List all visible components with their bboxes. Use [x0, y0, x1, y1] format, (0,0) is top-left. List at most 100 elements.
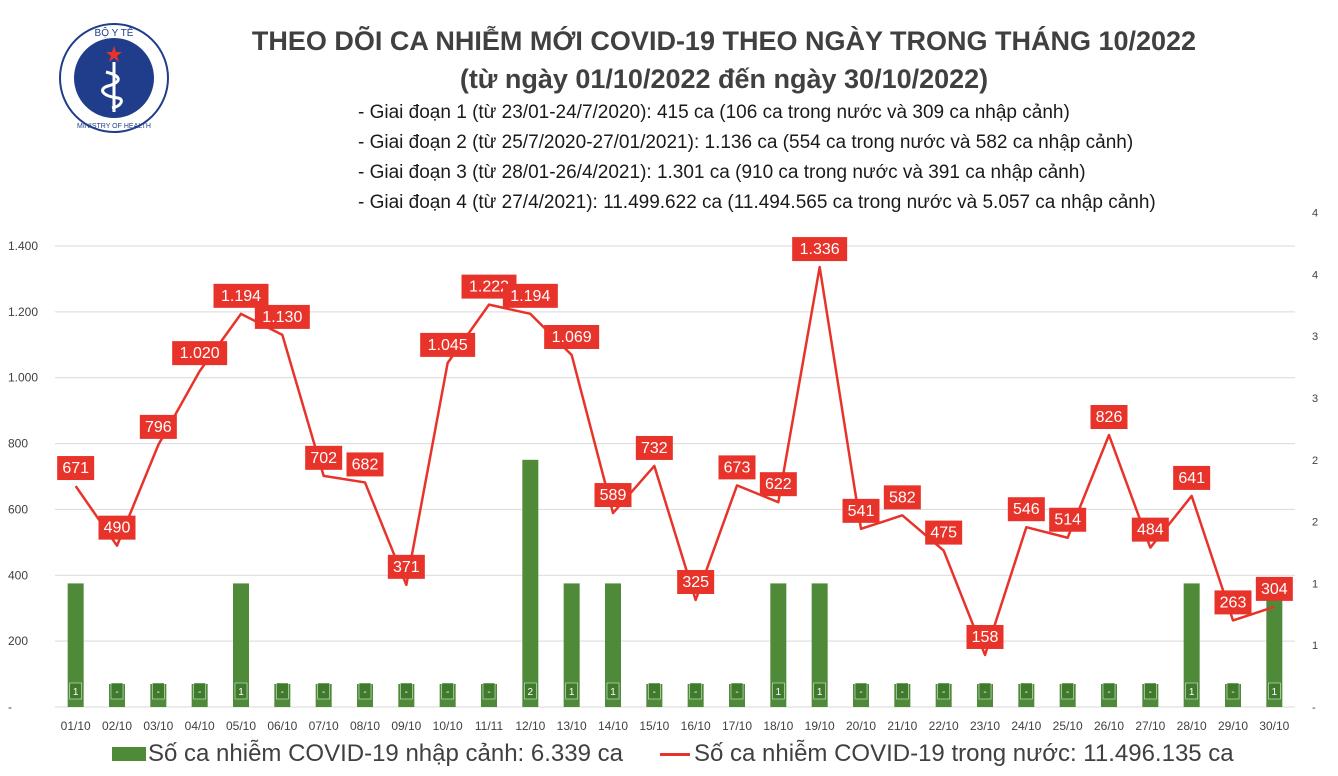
bar: [1266, 583, 1283, 707]
legend: Số ca nhiễm COVID-19 nhập cảnh: 6.339 ca…: [0, 740, 1338, 774]
right-axis-tick-label: 1: [1312, 640, 1318, 652]
bar-data-label: 1: [610, 687, 616, 698]
bar-data-label: -: [735, 687, 738, 698]
bar-data-label: -: [901, 687, 904, 698]
legend-line-swatch: [660, 752, 690, 756]
stage-1: - Giai đoạn 1 (từ 23/01-24/7/2020): 415 …: [358, 102, 1070, 123]
x-axis-tick-label: 01/10: [61, 719, 91, 733]
line-data-label: 371: [393, 559, 420, 576]
bar-data-label-bg: [978, 682, 992, 700]
bar-data-label: 2: [528, 687, 534, 698]
line-data-label: 641: [1178, 470, 1205, 487]
chart-title: THEO DÕI CA NHIỄM MỚI COVID-19 THEO NGÀY…: [251, 26, 1197, 56]
right-axis-tick-label: 2: [1312, 455, 1318, 467]
line-data-label-bg: [1090, 405, 1128, 430]
line-data-label: 622: [765, 476, 792, 493]
bar-data-label: -: [281, 687, 284, 698]
x-axis-tick-label: 26/10: [1094, 719, 1124, 733]
legend-item-bar: Số ca nhiễm COVID-19 nhập cảnh: 6.339 ca: [112, 740, 623, 768]
bar-data-label: -: [115, 687, 118, 698]
bar-data-label-bg: [937, 682, 950, 700]
bar-data-label: -: [1107, 687, 1110, 698]
x-axis-tick-label: 13/10: [557, 719, 587, 733]
line-data-label-bg: [1173, 465, 1211, 490]
bar-data-label: -: [1149, 687, 1152, 698]
bar-data-label: -: [1025, 687, 1028, 698]
line-data-label-bg: [502, 283, 558, 308]
line-data-label: 158: [972, 629, 999, 646]
bar-data-label: 1: [1189, 687, 1195, 698]
bar-data-label: -: [1231, 687, 1234, 698]
line-data-label-bg: [305, 445, 343, 470]
x-axis-tick-label: 19/10: [805, 719, 835, 733]
line-data-label-bg: [1049, 507, 1087, 532]
bar-data-label-bg: [1144, 682, 1157, 700]
bar: [233, 583, 249, 707]
line-data-label-bg: [544, 324, 600, 349]
chart-subtitle: (từ ngày 01/10/2022 đến ngày 30/10/2022): [459, 64, 989, 94]
bar-data-label-bg: [606, 682, 620, 700]
legend-item-line: Số ca nhiễm COVID-19 trong nước: 11.496.…: [660, 740, 1234, 768]
line-data-label: 1.045: [428, 337, 468, 354]
line-data-label: 732: [641, 440, 668, 457]
right-axis-tick-label: 3: [1312, 393, 1318, 405]
bar: [770, 583, 787, 707]
legend-bar-label: Số ca nhiễm COVID-19 nhập cảnh: 6.339 ca: [148, 740, 623, 767]
line-data-label-bg: [718, 455, 756, 480]
line-data-label-bg: [635, 435, 673, 460]
stage-4: - Giai đoạn 4 (từ 27/4/2021): 11.499.622…: [358, 192, 1156, 213]
bar-data-label: 1: [817, 687, 823, 698]
line-data-label: 1.020: [180, 345, 220, 362]
line-data-label-bg: [420, 332, 476, 357]
left-axis-tick-label: 1.400: [8, 239, 38, 253]
x-axis-tick-label: 06/10: [267, 719, 297, 733]
x-axis-tick-label: 02/10: [102, 719, 132, 733]
bar-data-label: -: [653, 687, 656, 698]
line-data-label: 682: [352, 456, 379, 473]
line-data-label: 1.194: [221, 288, 261, 305]
line-data-label: 702: [310, 450, 337, 467]
x-axis-tick-label: 04/10: [185, 719, 215, 733]
line-data-label-bg: [594, 483, 632, 508]
legend-bar-swatch: [112, 747, 146, 761]
bar-data-label-bg: [524, 682, 537, 700]
x-axis-tick-label: 10/10: [433, 719, 463, 733]
line-data-label-bg: [792, 237, 848, 262]
bar-data-label: -: [198, 687, 201, 698]
ministry-of-health-logo: BỘ Y TẾ MINISTRY OF HEALTH: [59, 23, 169, 133]
bar-data-label-bg: [69, 682, 82, 700]
bar-data-label-bg: [1226, 682, 1240, 700]
x-axis-tick-label: 07/10: [309, 719, 339, 733]
line-data-label: 1.130: [262, 309, 302, 326]
right-axis-tick-label: -: [1312, 702, 1316, 714]
right-axis-tick-label: 1: [1312, 578, 1318, 590]
line-data-label: 582: [889, 489, 916, 506]
line-data-label-bg: [57, 456, 95, 481]
bar-data-label: -: [983, 687, 986, 698]
bar-data-label-bg: [1268, 682, 1281, 700]
bar-data-label: -: [487, 687, 490, 698]
line-data-label: 589: [600, 487, 627, 504]
stage-summary-list: - Giai đoạn 1 (từ 23/01-24/7/2020): 415 …: [358, 98, 1156, 218]
line-data-label: 304: [1261, 581, 1288, 598]
x-axis-tick-label: 18/10: [763, 719, 793, 733]
line-data-label-bg: [966, 624, 1004, 649]
x-axis-tick-label: 17/10: [722, 719, 752, 733]
bar: [1183, 583, 1200, 707]
bar-data-label: 1: [1272, 687, 1278, 698]
x-axis-tick-label: 16/10: [681, 719, 711, 733]
star-icon: [106, 46, 122, 62]
line-data-label-bg: [1214, 590, 1252, 615]
bar-data-label-bg: [1020, 682, 1033, 700]
bar-data-label: -: [942, 687, 945, 698]
line-data-label: 514: [1054, 512, 1081, 529]
x-axis-tick-label: 29/10: [1218, 719, 1248, 733]
bar-data-label-bg: [441, 682, 454, 700]
bar-data-label-bg: [813, 682, 826, 700]
line-data-label: 263: [1220, 594, 1247, 611]
bar-data-label-bg: [689, 682, 702, 700]
chart-title-block: THEO DÕI CA NHIỄM MỚI COVID-19 THEO NGÀY…: [0, 22, 1338, 98]
left-axis-tick-label: 1.200: [8, 305, 38, 319]
bar-data-label: -: [322, 687, 325, 698]
bar-data-label-bg: [730, 682, 744, 700]
